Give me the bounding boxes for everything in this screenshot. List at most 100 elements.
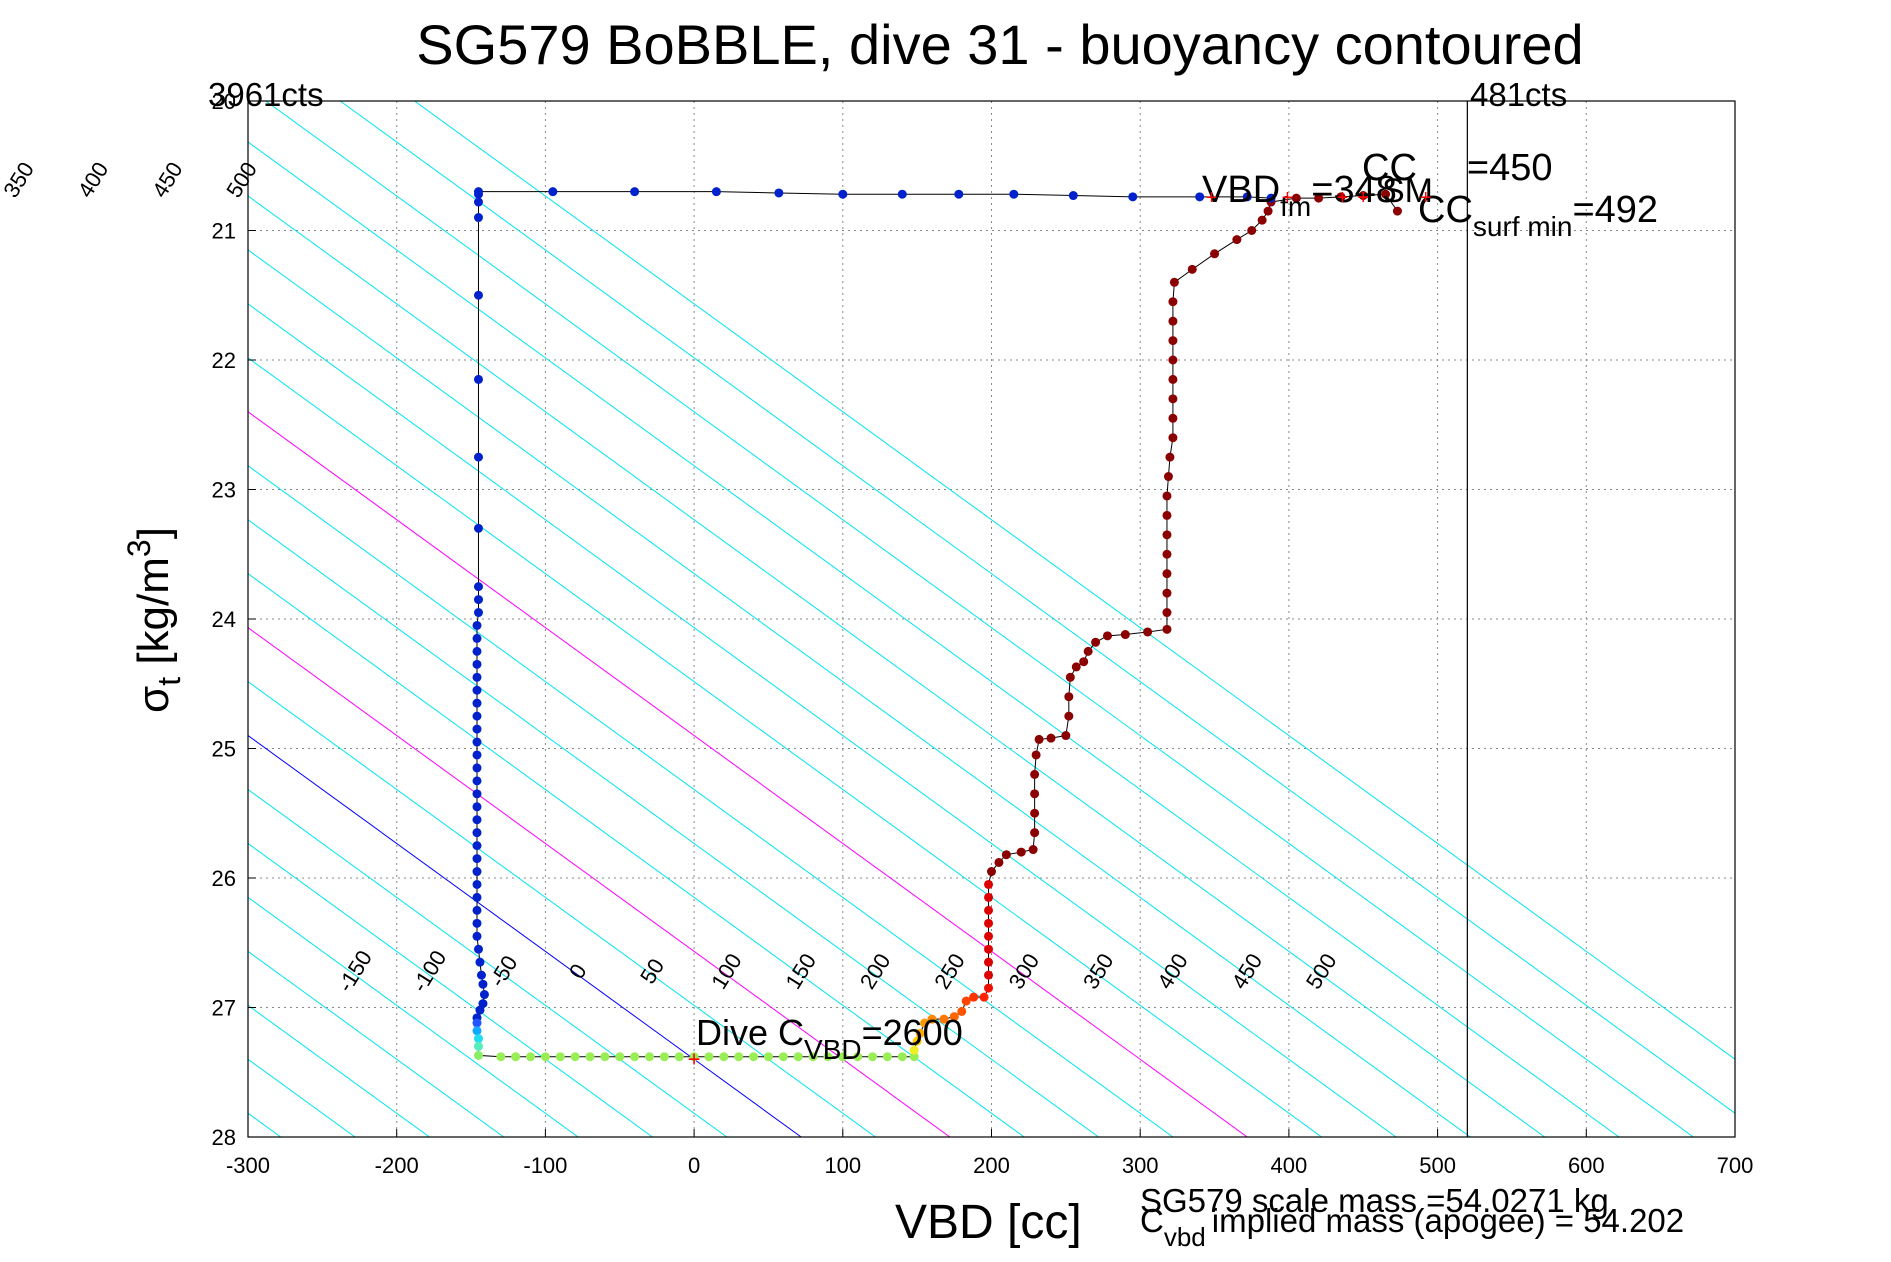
- data-point: [659, 1052, 669, 1062]
- data-point: [1336, 192, 1346, 202]
- contour-label: 150: [780, 949, 821, 993]
- y-tick-label: 27: [212, 996, 236, 1021]
- vbd-value: =348: [1311, 169, 1397, 211]
- data-point: [526, 1052, 536, 1062]
- plus-marker: +: [1420, 187, 1432, 209]
- data-point: [475, 1005, 485, 1015]
- data-point: [540, 1052, 550, 1062]
- data-point: [1079, 657, 1089, 667]
- data-point: [1392, 206, 1402, 216]
- y-label-sigma: σ: [129, 686, 178, 713]
- data-point: [472, 918, 482, 928]
- data-point: [1091, 637, 1101, 647]
- data-point: [853, 1052, 863, 1062]
- data-point: [949, 1012, 959, 1022]
- data-point: [630, 187, 640, 197]
- data-point: [984, 905, 994, 915]
- plus-marker: +: [1206, 187, 1218, 209]
- data-point: [548, 187, 558, 197]
- contour-line: [0, 101, 58, 1137]
- y-tick-label: 22: [212, 348, 236, 373]
- data-point: [472, 698, 482, 708]
- y-tick-label: 25: [212, 737, 236, 762]
- contour-line: [248, 357, 1322, 1137]
- data-point: [472, 685, 482, 695]
- data-point: [1102, 631, 1112, 641]
- data-point: [1168, 297, 1178, 307]
- data-point: [838, 189, 848, 199]
- data-point: [1034, 734, 1044, 744]
- data-point: [600, 1052, 610, 1062]
- data-point: [472, 802, 482, 812]
- data-point: [1031, 750, 1041, 760]
- data-point: [473, 944, 483, 954]
- data-point: [1291, 193, 1301, 203]
- data-point: [823, 1052, 833, 1062]
- data-point: [939, 1014, 949, 1024]
- data-point: [1162, 569, 1172, 579]
- data-point: [1162, 510, 1172, 520]
- x-tick-label: 100: [824, 1153, 861, 1178]
- data-point: [1257, 215, 1267, 225]
- contour-line: [248, 842, 653, 1137]
- data-point: [1162, 530, 1172, 540]
- data-point: [630, 1052, 640, 1062]
- data-point: [478, 979, 488, 989]
- contour-label: 0: [564, 959, 592, 983]
- data-point: [774, 188, 784, 198]
- data-point: [473, 197, 483, 207]
- dive-value: =2600: [862, 1012, 963, 1053]
- data-point: [1247, 226, 1257, 235]
- y-tick-label: 21: [212, 219, 236, 244]
- data-point: [1128, 192, 1138, 202]
- data-point: [897, 1052, 907, 1062]
- vbd-sub: fm: [1280, 191, 1311, 222]
- plus-marker: +: [1282, 187, 1294, 209]
- data-point: [808, 1052, 818, 1062]
- data-point: [1061, 731, 1071, 741]
- data-point: [473, 213, 483, 223]
- data-point: [749, 1052, 759, 1062]
- data-point: [915, 1028, 925, 1038]
- data-point: [1314, 193, 1324, 203]
- dive-sub: VBD: [804, 1034, 862, 1065]
- data-point: [615, 1052, 625, 1062]
- contour-line: [248, 788, 728, 1137]
- y-tick-label: 23: [212, 478, 236, 503]
- annotation-markers: + + + + + +: [688, 187, 1432, 1071]
- contour-label: 200: [855, 949, 896, 993]
- vbd-label: VBD: [1202, 169, 1280, 211]
- data-point: [472, 841, 482, 851]
- data-point: [1162, 491, 1172, 501]
- cc-surf-annotation: CCsurf min=492: [1418, 189, 1658, 242]
- contour-line: [248, 627, 951, 1137]
- contour-label: 400: [73, 157, 114, 201]
- data-point: [984, 879, 994, 889]
- contour-line: [248, 680, 876, 1137]
- y-tick-labels: 20 21 22 23 24 25 26 27 28: [212, 89, 256, 1150]
- data-point: [719, 1052, 729, 1062]
- data-point: [979, 992, 989, 1002]
- y-label-sup: 3: [121, 539, 157, 557]
- contour-label: -50: [484, 951, 522, 991]
- data-point: [472, 815, 482, 825]
- implied-mass: implied mass (apogee) = 54.202: [1212, 1202, 1684, 1239]
- contour-line: [248, 896, 579, 1137]
- data-point: [961, 996, 971, 1006]
- data-point: [984, 892, 994, 902]
- data-point: [473, 582, 483, 592]
- data-point: [1266, 193, 1276, 203]
- data-point: [473, 290, 483, 300]
- data-point: [711, 187, 721, 197]
- data-point: [1168, 413, 1178, 423]
- cc-value: =450: [1467, 147, 1553, 189]
- data-point: [472, 763, 482, 773]
- cc-label: CC: [1362, 147, 1417, 189]
- contour-label: 300: [1004, 949, 1045, 993]
- cc-surf-sub: surf min: [1473, 211, 1573, 242]
- data-point: [1030, 828, 1040, 838]
- contour-label: 450: [1227, 949, 1268, 993]
- data-point: [1210, 249, 1220, 259]
- profile-line: [476, 193, 1398, 1058]
- data-point: [473, 523, 483, 533]
